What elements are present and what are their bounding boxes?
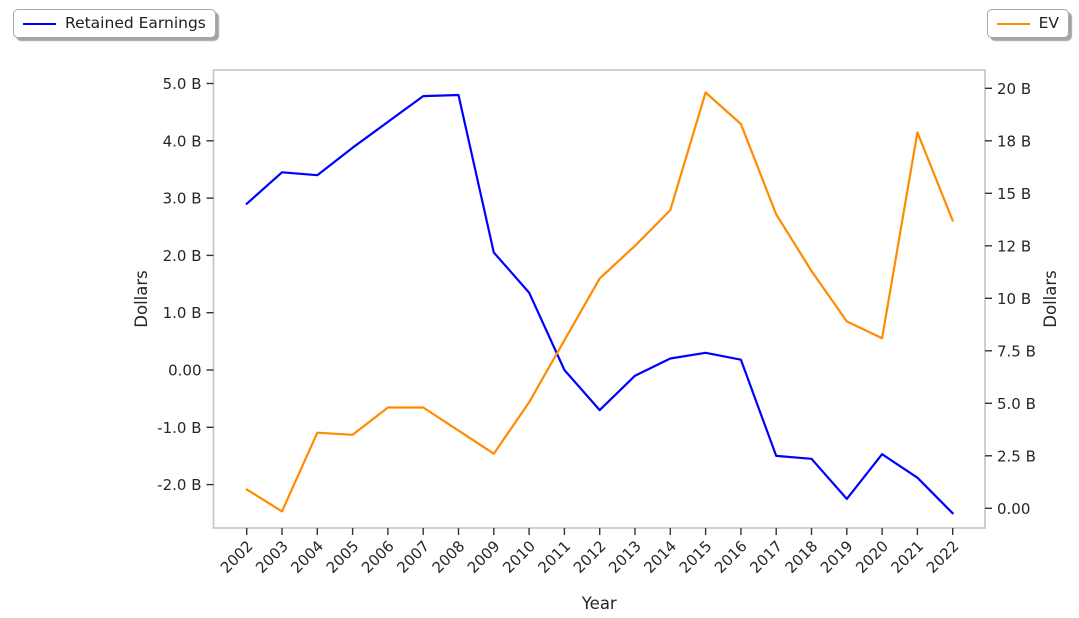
right-axis-title: Dollars [1041, 270, 1060, 327]
x-axis-tick-label: 2003 [252, 537, 292, 577]
x-axis-tick-label: 2020 [852, 537, 892, 577]
right-axis-tick-label: 15 B [997, 185, 1031, 203]
right-axis-tick-label: 10 B [997, 290, 1031, 308]
retained-earnings-line-swatch [23, 22, 56, 25]
x-axis-tick-label: 2012 [570, 537, 610, 577]
right-axis-tick-label: 2.5 B [997, 447, 1036, 465]
right-axis-tick-label: 0.00 [997, 500, 1030, 518]
x-axis-tick-label: 2019 [817, 537, 857, 577]
left-axis-tick-label: 2.0 B [163, 247, 202, 265]
x-axis-tick-label: 2021 [887, 537, 927, 577]
x-axis-tick-label: 2009 [464, 537, 504, 577]
x-axis-tick-label: 2004 [287, 537, 327, 577]
x-axis-tick-label: 2006 [358, 537, 398, 577]
x-axis-tick-label: 2016 [711, 537, 751, 577]
left-axis-tick-label: 1.0 B [163, 304, 202, 322]
left-axis-tick-label: 5.0 B [163, 75, 202, 93]
left-axis-tick-label: 3.0 B [163, 190, 202, 208]
right-axis-tick-label: 7.5 B [997, 342, 1036, 360]
retained-earnings-line [245, 93, 954, 515]
legend-ev-label: EV [1038, 14, 1059, 32]
left-axis-tick-label: 4.0 B [163, 132, 202, 150]
x-axis-tick-label: 2015 [676, 537, 716, 577]
x-axis-tick-label: 2008 [429, 537, 469, 577]
legend-retained-earnings-label: Retained Earnings [65, 14, 206, 32]
x-axis-title: Year [581, 594, 617, 613]
x-axis-tick-label: 2013 [605, 537, 645, 577]
x-axis-tick-label: 2018 [782, 537, 822, 577]
right-axis-tick-label: 12 B [997, 237, 1031, 255]
plot-frame [212, 69, 986, 529]
left-axis-title: Dollars [132, 270, 151, 327]
ev-line-swatch [996, 22, 1030, 25]
left-axis-tick-label: 0.00 [168, 362, 201, 380]
x-axis-tick-label: 2002 [217, 537, 257, 577]
x-axis-tick-label: 2007 [393, 537, 433, 577]
x-axis-tick-label: 2005 [323, 537, 363, 577]
right-axis-tick-label: 5.0 B [997, 395, 1036, 413]
legend-retained-earnings: Retained Earnings [13, 9, 216, 38]
left-axis-tick-label: -2.0 B [157, 476, 201, 494]
right-axis-tick-label: 20 B [997, 80, 1031, 98]
x-axis-tick-label: 2011 [534, 537, 574, 577]
x-axis-tick-label: 2022 [923, 537, 963, 577]
right-axis-tick-label: 18 B [997, 132, 1031, 150]
left-axis-tick-label: -1.0 B [157, 419, 201, 437]
x-axis-tick-label: 2014 [640, 537, 680, 577]
legend-ev: EV [986, 9, 1069, 38]
ev-line [245, 91, 954, 513]
x-axis-tick-label: 2017 [746, 537, 786, 577]
x-axis-tick-label: 2010 [499, 537, 539, 577]
